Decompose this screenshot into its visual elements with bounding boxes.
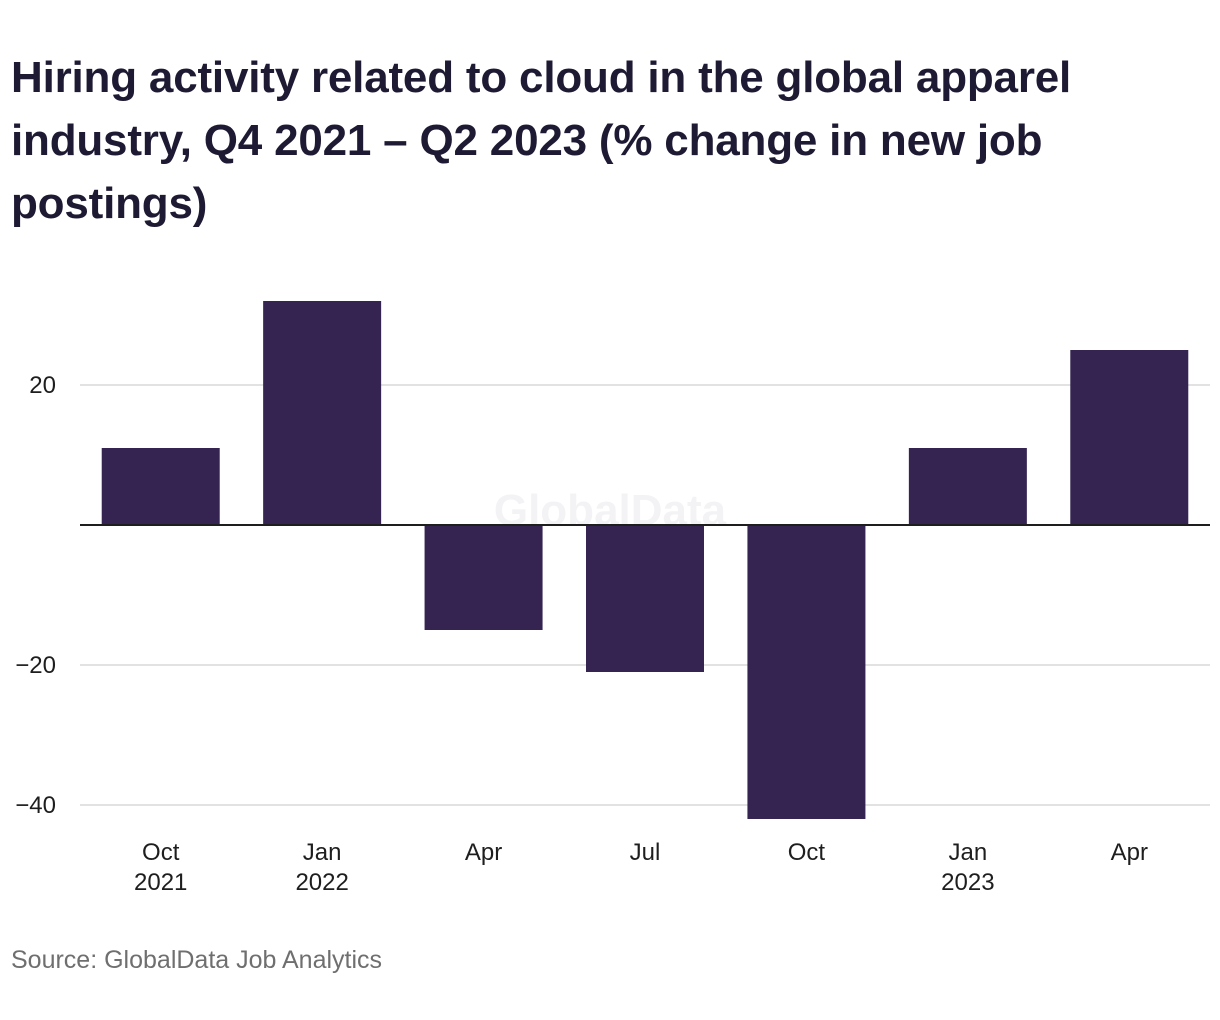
y-tick-label: −20 xyxy=(15,652,56,679)
x-tick-year-label: 2023 xyxy=(941,869,994,896)
y-tick-label: −40 xyxy=(15,792,56,819)
x-tick-year-label: 2021 xyxy=(134,869,187,896)
x-tick-label: Jan xyxy=(949,839,988,866)
y-axis-labels: −40 −20 20 xyxy=(15,372,56,819)
bar xyxy=(101,448,220,525)
bar xyxy=(908,448,1027,525)
y-tick-label: 20 xyxy=(29,372,56,399)
bar xyxy=(1070,350,1189,525)
x-tick-label: Oct xyxy=(142,839,180,866)
x-tick-label: Jul xyxy=(630,839,661,866)
bars xyxy=(101,301,1189,819)
x-tick-label: Apr xyxy=(1111,839,1148,866)
source-note: Source: GlobalData Job Analytics xyxy=(11,946,383,974)
bar xyxy=(263,301,382,525)
x-tick-label: Oct xyxy=(788,839,826,866)
bar xyxy=(424,525,543,630)
x-axis-labels: Oct 2021 Jan 2022 Apr Jul Oct Jan 2023 Apr xyxy=(134,839,1148,896)
bar xyxy=(586,525,704,672)
x-tick-year-label: 2022 xyxy=(295,869,348,896)
chart-title: Hiring activity related to cloud in the … xyxy=(11,53,1072,228)
x-tick-label: Jan xyxy=(303,839,342,866)
bar xyxy=(747,525,866,819)
x-tick-label: Apr xyxy=(465,839,502,866)
